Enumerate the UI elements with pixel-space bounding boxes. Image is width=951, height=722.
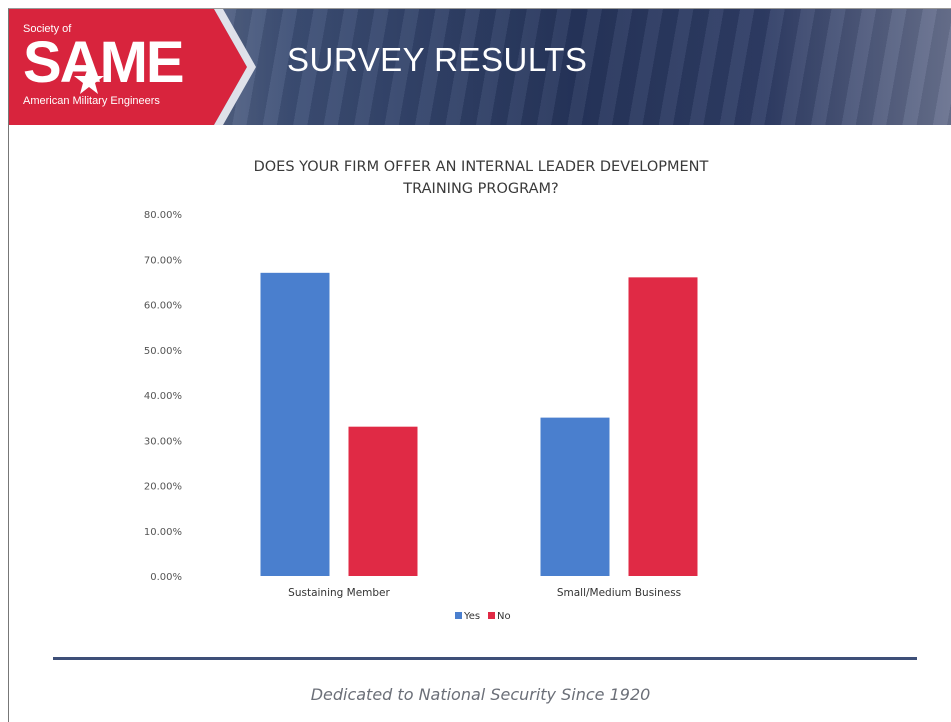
slide: Society of SAME American Military Engine… [8, 8, 951, 722]
logo-top-text: Society of [23, 23, 72, 35]
x-category-label: Sustaining Member [288, 587, 390, 599]
footer-divider [53, 657, 917, 660]
footer-tagline: Dedicated to National Security Since 192… [310, 685, 651, 704]
logo-main-text: SAME [23, 30, 185, 95]
y-tick-label: 40.00% [144, 391, 182, 402]
y-tick-label: 10.00% [144, 527, 182, 538]
bar-yes [260, 272, 330, 576]
chart-title-line: DOES YOUR FIRM OFFER AN INTERNAL LEADER … [254, 159, 709, 175]
star-icon [74, 65, 104, 94]
bar-no [628, 277, 698, 576]
y-tick-label: 20.00% [144, 482, 182, 493]
legend-swatch-no [488, 612, 495, 619]
y-tick-label: 50.00% [144, 346, 182, 357]
y-tick-label: 80.00% [144, 210, 182, 221]
y-tick-label: 60.00% [144, 301, 182, 312]
y-tick-label: 0.00% [150, 572, 182, 583]
y-tick-label: 70.00% [144, 255, 182, 266]
chart-title-line: TRAINING PROGRAM? [402, 181, 558, 197]
bar-yes [540, 417, 610, 576]
slide-title: SURVEY RESULTS [287, 41, 588, 78]
x-category-label: Small/Medium Business [557, 587, 681, 599]
logo-sub-text: American Military Engineers [23, 95, 160, 107]
slide-header: Society of SAME American Military Engine… [9, 9, 951, 125]
legend-swatch-yes [455, 612, 462, 619]
logo-banner-shape [9, 9, 256, 125]
legend-label-no: No [497, 611, 511, 622]
legend-label-yes: Yes [463, 611, 480, 622]
bar-no [348, 426, 418, 576]
bar-chart: DOES YOUR FIRM OFFER AN INTERNAL LEADER … [144, 159, 709, 622]
y-tick-label: 30.00% [144, 436, 182, 447]
